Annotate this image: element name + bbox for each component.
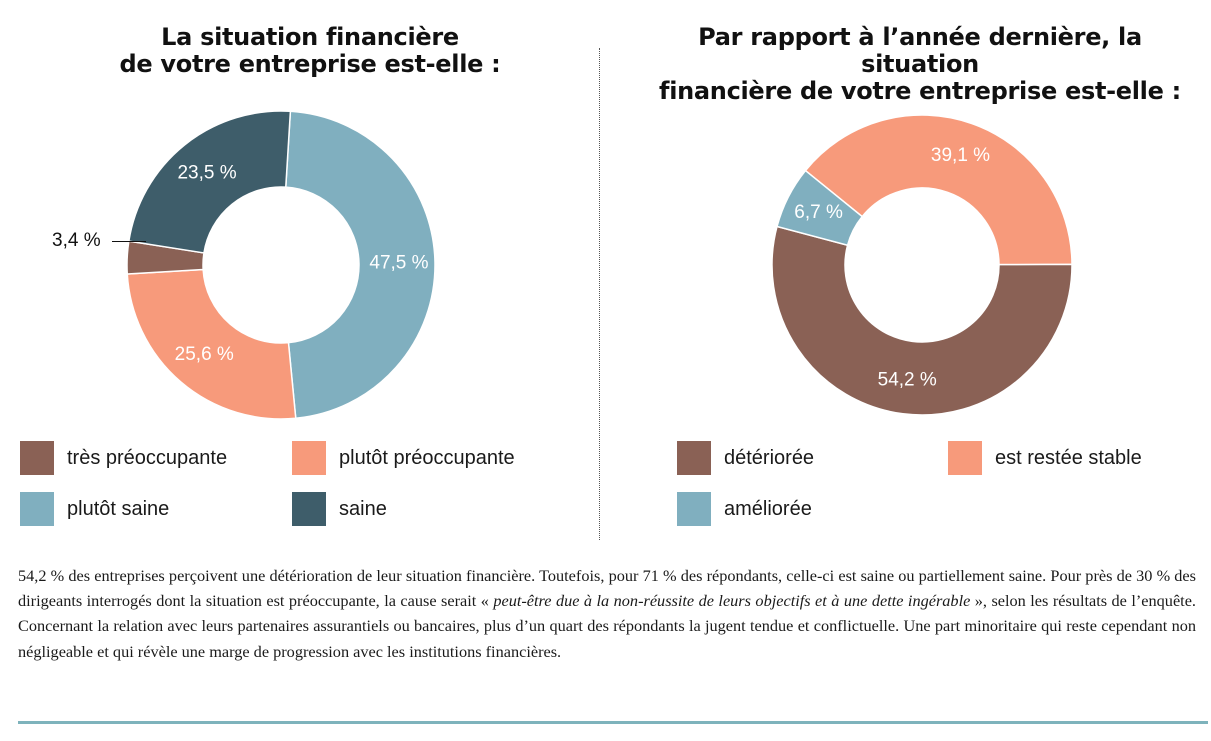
donut1-slice-3 [127,110,292,254]
chart1-legend-item-plutot-saine: plutôt saine [20,492,169,526]
donut2-slice-label-2: 6,7 % [794,202,843,223]
legend-swatch [677,492,711,526]
chart1-legend-item-plutot-preoccupante: plutôt préoccupante [292,441,515,475]
chart1-title-line2: de votre entreprise est-elle : [119,50,501,78]
chart2-legend-item-amelioree: améliorée [677,492,812,526]
chart1-title-line1: La situation financière [161,23,459,51]
donut1-slice-1 [126,268,297,420]
donut2-slice-label-0: 39,1 % [931,145,990,166]
donut1-slice-0 [284,110,436,420]
body-text-part1: 54,2 % des entreprises perçoivent une dé… [18,566,1196,611]
legend-label: est restée stable [995,446,1142,469]
chart1-legend-item-saine: saine [292,492,387,526]
chart2-title: Par rapport à l’année dernière, la situa… [640,24,1200,105]
chart2-donut: 39,1 % 54,2 % 6,7 % [771,114,1073,416]
legend-label: plutôt saine [67,497,170,520]
legend-label: très préoccupante [67,446,228,469]
chart1-leader-line [112,241,146,242]
donut2-slice-1 [771,225,1073,416]
chart2-legend-item-deterioree: détériorée [677,441,814,475]
legend-swatch [948,441,982,475]
legend-label: détériorée [724,446,815,469]
donut1-slice-label-3: 23,5 % [177,163,236,184]
donut2-slice-0 [804,114,1073,266]
bottom-rule [18,721,1208,724]
legend-swatch [677,441,711,475]
body-text-quote: peut-être due à la non-réussite de leurs… [493,591,971,611]
chart2-title-line2: financière de votre entreprise est-elle … [659,77,1181,105]
legend-label: saine [339,497,387,520]
donut2-slice-2 [776,169,864,247]
chart1-donut: 47,5 % 25,6 % 23,5 % [126,110,436,420]
legend-swatch [292,492,326,526]
legend-label: améliorée [724,497,812,520]
legend-swatch [20,441,54,475]
donut1-slice-label-1: 25,6 % [175,344,234,365]
body-text-part2: », selon les résultats de l’enquête. Con… [18,591,1196,661]
body-paragraph: 54,2 % des entreprises perçoivent une dé… [18,563,1196,664]
chart2-legend-item-stable: est restée stable [948,441,1142,475]
chart2-title-line1: Par rapport à l’année dernière, la situa… [698,23,1142,78]
legend-label: plutôt préoccupante [339,446,515,469]
chart1-legend-item-tres-preoccupante: très préoccupante [20,441,227,475]
chart1-outside-label: 3,4 % [52,230,101,251]
donut2-slice-label-1: 54,2 % [878,370,937,391]
chart1-title: La situation financière de votre entrepr… [80,24,540,78]
legend-swatch [20,492,54,526]
legend-swatch [292,441,326,475]
donut1-slice-label-0: 47,5 % [369,252,428,273]
chart-divider [599,48,600,540]
